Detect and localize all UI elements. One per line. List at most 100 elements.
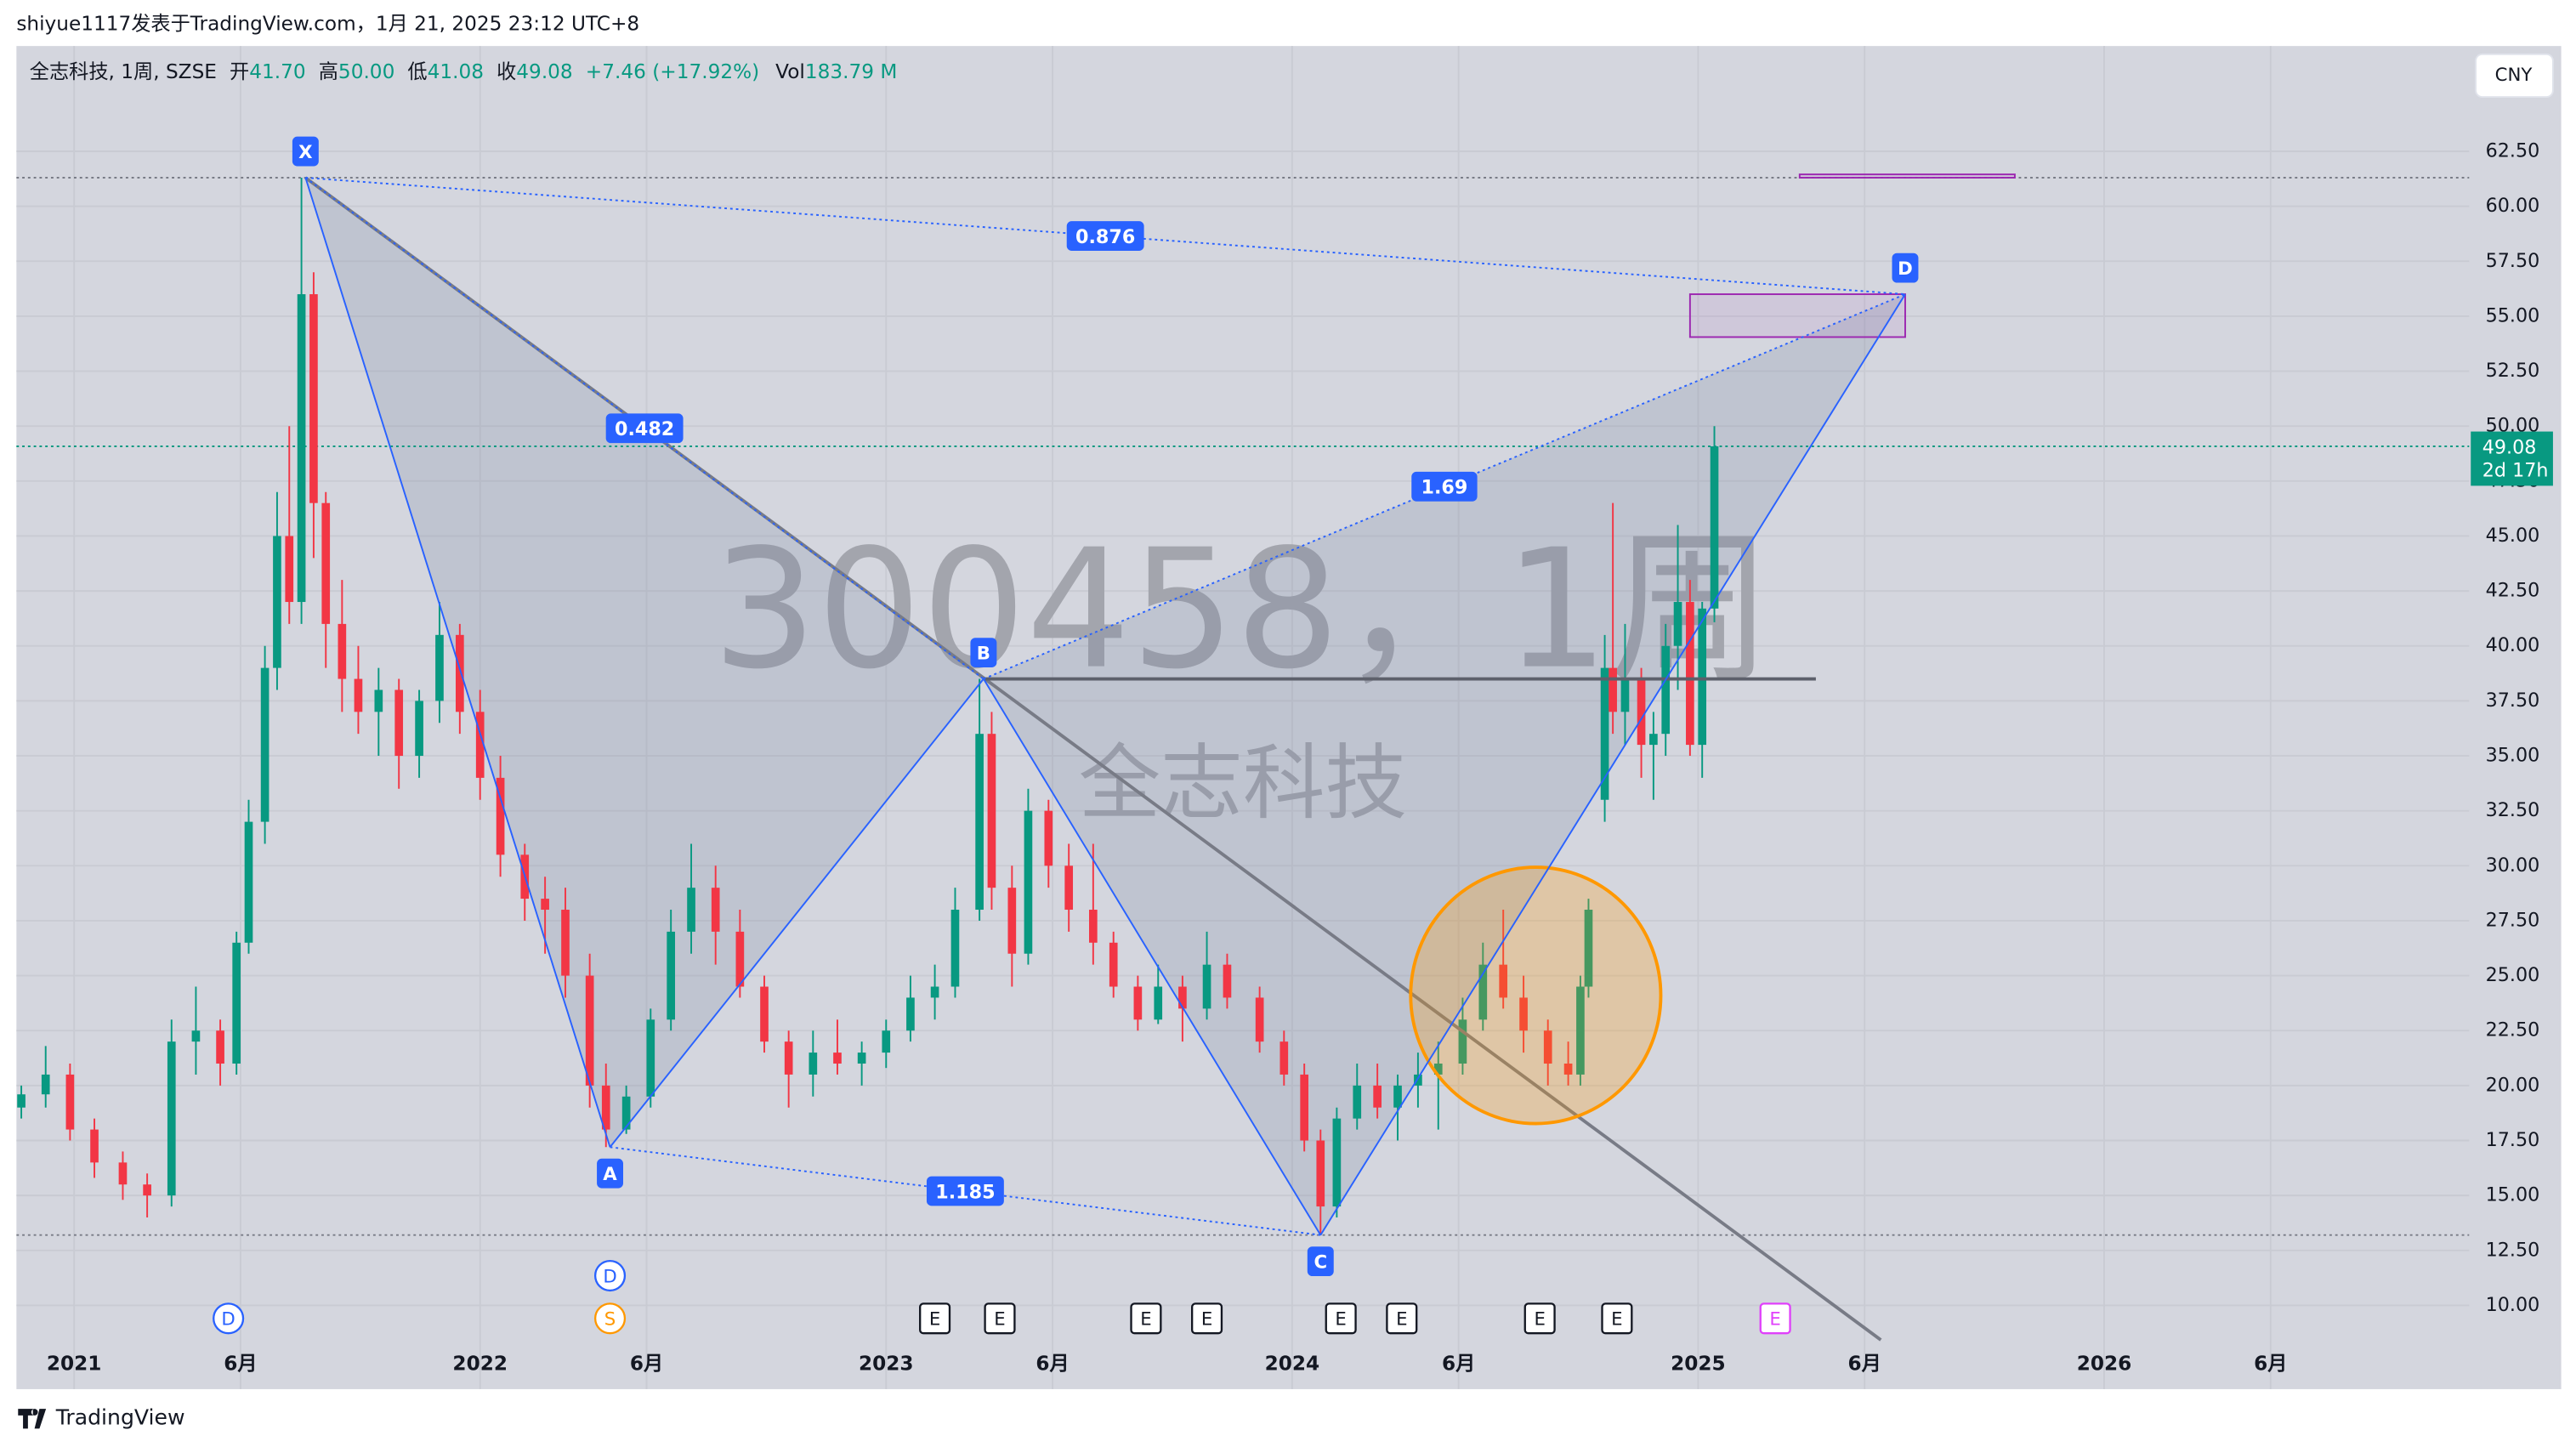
point-badge bbox=[292, 136, 319, 167]
event-label: E bbox=[1534, 1309, 1545, 1331]
candle-body bbox=[621, 1096, 631, 1130]
point-badge bbox=[970, 638, 997, 667]
candle-body bbox=[456, 634, 464, 712]
candle-body bbox=[1620, 678, 1630, 712]
event-label: E bbox=[1201, 1309, 1212, 1331]
candle-body bbox=[285, 536, 294, 603]
candle-body bbox=[374, 689, 383, 712]
y-tick-label: 10.00 bbox=[2486, 1294, 2540, 1316]
x-tick-label: 2021 bbox=[47, 1352, 102, 1375]
x-tick-label: 6月 bbox=[1848, 1352, 1881, 1375]
candle-body bbox=[1478, 964, 1488, 1020]
y-tick-label: 42.50 bbox=[2486, 580, 2540, 602]
candle-body bbox=[1698, 608, 1707, 746]
point-badge bbox=[1892, 253, 1919, 283]
candle-body bbox=[1154, 986, 1163, 1020]
legend-value: 41.70 bbox=[249, 60, 305, 83]
y-tick-label: 22.50 bbox=[2486, 1019, 2540, 1041]
y-tick-label: 62.50 bbox=[2486, 139, 2540, 162]
y-tick-label: 17.50 bbox=[2486, 1129, 2540, 1151]
candle-body bbox=[354, 678, 363, 712]
y-tick-label: 45.00 bbox=[2486, 525, 2540, 547]
event-label: E bbox=[929, 1309, 940, 1331]
y-tick-label: 32.50 bbox=[2486, 799, 2540, 821]
candle-body bbox=[1637, 678, 1646, 746]
event-label: S bbox=[604, 1309, 616, 1331]
candle-body bbox=[784, 1041, 793, 1075]
plot: 0.482 1.185 1.69 0.876 X A B C D bbox=[16, 136, 2470, 1342]
candle-body bbox=[475, 712, 485, 778]
candle-body bbox=[711, 888, 720, 932]
event-marker bbox=[1523, 1302, 1556, 1335]
candle-body bbox=[1223, 964, 1232, 998]
price-tag bbox=[2471, 431, 2553, 486]
candle-body bbox=[321, 502, 331, 624]
legend: 全志科技, 1周, SZSE 开41.70 高50.00 低41.08 收49.… bbox=[30, 60, 898, 83]
box bbox=[1688, 293, 1906, 338]
pattern-fill bbox=[983, 294, 1905, 1235]
candle-body bbox=[882, 1030, 891, 1053]
watermark-name: 全志科技 bbox=[1078, 735, 1407, 831]
x-tick-label: 2025 bbox=[1671, 1352, 1726, 1375]
candle-body bbox=[1178, 986, 1187, 1009]
candle-body bbox=[1202, 964, 1211, 1009]
event-marker bbox=[1190, 1302, 1223, 1335]
pattern-leg bbox=[304, 177, 611, 1148]
pattern-leg bbox=[983, 678, 1322, 1236]
candle-body bbox=[338, 623, 347, 679]
ratio-badge bbox=[1411, 471, 1478, 502]
event-marker bbox=[593, 1302, 627, 1335]
candle-body bbox=[1686, 602, 1694, 746]
candle-body bbox=[244, 821, 253, 943]
candle-body bbox=[1109, 942, 1118, 987]
candle-body bbox=[1007, 888, 1017, 954]
candle-body bbox=[809, 1053, 818, 1075]
candle-body bbox=[1024, 810, 1033, 954]
candle-body bbox=[273, 536, 281, 668]
candle-body bbox=[232, 942, 241, 1064]
candle-body bbox=[394, 689, 404, 757]
x-tick-label: 2026 bbox=[2077, 1352, 2132, 1375]
currency-label[interactable]: CNY bbox=[2495, 65, 2533, 86]
event-marker bbox=[1325, 1302, 1357, 1335]
legend-change: +7.46 (+17.92%) bbox=[586, 60, 759, 83]
y-tick-label: 35.00 bbox=[2486, 745, 2540, 767]
event-marker bbox=[1386, 1302, 1418, 1335]
candle-body bbox=[1563, 1064, 1573, 1075]
event-marker bbox=[919, 1302, 951, 1335]
ratio-label: 0.876 bbox=[1075, 226, 1135, 248]
event-marker bbox=[593, 1259, 627, 1292]
event-label: D bbox=[221, 1309, 235, 1331]
chart-area bbox=[16, 46, 2562, 1389]
candle-body bbox=[1710, 445, 1719, 609]
candle-body bbox=[1133, 986, 1143, 1020]
y-tick-label: 40.00 bbox=[2486, 634, 2540, 656]
candle-body bbox=[1600, 667, 1609, 800]
point-badge bbox=[1307, 1246, 1334, 1277]
candle-body bbox=[118, 1162, 128, 1185]
y-tick-label: 37.50 bbox=[2486, 689, 2540, 712]
author-line: shiyue1117发表于TradingView.com，1月 21, 2025… bbox=[16, 13, 639, 36]
point-badge bbox=[597, 1158, 624, 1189]
event-label: E bbox=[1140, 1309, 1151, 1331]
ratio-badge bbox=[605, 413, 684, 444]
candle-body bbox=[1279, 1041, 1289, 1075]
candle-body bbox=[1519, 997, 1528, 1031]
event-label: E bbox=[1335, 1309, 1346, 1331]
candle-body bbox=[216, 1030, 224, 1064]
x-tick-label: 6月 bbox=[1036, 1352, 1069, 1375]
candle-body bbox=[1332, 1118, 1342, 1207]
candle-body bbox=[297, 294, 306, 603]
candle-body bbox=[1609, 667, 1617, 712]
currency-button[interactable] bbox=[2475, 53, 2554, 99]
candle-body bbox=[1543, 1030, 1552, 1064]
y-tick-label: 27.50 bbox=[2486, 909, 2540, 931]
tradingview-logo bbox=[18, 1409, 47, 1429]
x-tick-label: 6月 bbox=[630, 1352, 663, 1375]
event-marker bbox=[1759, 1302, 1791, 1335]
candle-body bbox=[496, 777, 505, 855]
point-label: A bbox=[603, 1164, 617, 1185]
candle-body bbox=[41, 1074, 50, 1095]
x-tick-label: 6月 bbox=[2254, 1352, 2287, 1375]
candle-body bbox=[90, 1129, 99, 1163]
